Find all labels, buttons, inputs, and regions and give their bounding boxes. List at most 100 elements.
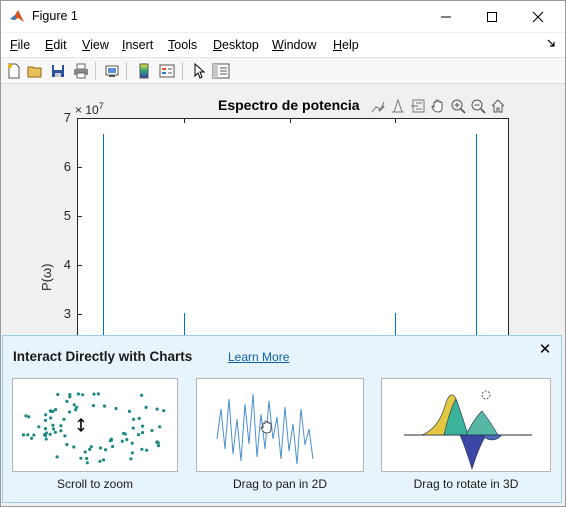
- y-tick-mark: [78, 314, 82, 315]
- figure-toolbar: [1, 57, 565, 84]
- brush-icon[interactable]: [369, 97, 387, 115]
- scatter-dot: [150, 428, 154, 433]
- scatter-dot: [44, 437, 48, 441]
- scatter-dot: [140, 393, 144, 397]
- scatter-dot: [123, 432, 127, 436]
- legend-icon[interactable]: [157, 61, 177, 81]
- scatter-dot: [65, 399, 69, 403]
- y-tick-label: 3: [63, 306, 71, 321]
- home-icon[interactable]: [489, 97, 507, 115]
- scatter-dot: [43, 418, 48, 422]
- scatter-dot: [74, 408, 78, 412]
- scatter-dot: [48, 432, 52, 436]
- print-preview-icon[interactable]: [102, 61, 122, 81]
- zoom-out-icon[interactable]: [469, 97, 487, 115]
- scatter-dot: [59, 429, 63, 433]
- scatter-dot: [65, 443, 69, 447]
- menu-window[interactable]: Window: [272, 38, 317, 52]
- scatter-dot: [83, 450, 87, 454]
- x-tick-mark: [183, 119, 185, 123]
- scatter-dot: [155, 407, 159, 411]
- scatter-dot: [96, 392, 100, 396]
- print-icon[interactable]: [71, 61, 91, 81]
- axes-toolbar: [369, 97, 507, 115]
- new-figure-icon[interactable]: [4, 61, 24, 81]
- save-icon[interactable]: [48, 61, 68, 81]
- x-tick-mark: [289, 119, 291, 123]
- scroll-zoom-caption: Scroll to zoom: [56, 477, 134, 491]
- scatter-dot: [81, 393, 85, 397]
- menu-file[interactable]: File: [10, 38, 31, 52]
- scatter-dot: [137, 416, 141, 420]
- matlab-logo-icon: [9, 8, 25, 24]
- scatter-dot: [43, 433, 48, 438]
- scatter-dot: [75, 405, 79, 409]
- minimize-icon[interactable]: [423, 1, 469, 32]
- menu-edit[interactable]: Edit: [45, 38, 67, 52]
- scatter-dot: [104, 448, 108, 452]
- resize-cursor-icon: [77, 418, 85, 432]
- y-axis-label: P(ω): [39, 263, 54, 291]
- menu-tools[interactable]: Tools: [168, 38, 198, 52]
- scatter-dot: [102, 458, 106, 462]
- y-exponent-label: × 107: [75, 101, 104, 117]
- scatter-dot: [44, 431, 48, 435]
- scatter-dot: [111, 444, 115, 449]
- scatter-dot: [24, 414, 28, 418]
- scatter-dot: [72, 403, 76, 407]
- maximize-icon[interactable]: [469, 1, 515, 32]
- scatter-dot: [37, 425, 41, 429]
- property-inspector-icon[interactable]: [211, 61, 231, 81]
- export-icon[interactable]: [409, 97, 427, 115]
- rotate-3d-caption: Drag to rotate in 3D: [413, 477, 519, 491]
- scatter-dot: [127, 409, 132, 413]
- plot-area[interactable]: [77, 118, 509, 381]
- window-title: Figure 1: [32, 9, 78, 23]
- menu-help[interactable]: Help: [333, 38, 359, 52]
- colorbar-icon[interactable]: [134, 61, 154, 81]
- scatter-dot: [63, 434, 67, 438]
- scatter-dot: [132, 417, 136, 421]
- menu-desktop[interactable]: Desktop: [213, 38, 259, 52]
- scatter-dot: [43, 427, 48, 431]
- spectrum-peak: [475, 133, 477, 381]
- scatter-dot: [98, 446, 103, 450]
- menu-view[interactable]: View: [82, 38, 109, 52]
- zoom-in-icon[interactable]: [449, 97, 467, 115]
- scatter-dot: [120, 439, 124, 443]
- toolbar-separator: [95, 62, 96, 80]
- dock-arrow-icon[interactable]: [547, 39, 555, 50]
- scatter-dot: [141, 431, 145, 435]
- scatter-dot: [72, 445, 76, 449]
- y-tick-label: 7: [63, 110, 71, 125]
- data-tips-icon[interactable]: [389, 97, 407, 115]
- learn-more-link[interactable]: Learn More: [228, 350, 290, 364]
- scatter-dot: [49, 416, 53, 420]
- y-tick-mark: [78, 265, 82, 266]
- y-tick-label: 5: [63, 208, 71, 223]
- y-tick-label: 4: [63, 257, 71, 272]
- scatter-dot: [144, 405, 148, 409]
- scatter-dot: [51, 427, 56, 431]
- scatter-dot: [53, 430, 58, 434]
- y-tick-mark: [78, 118, 82, 119]
- scatter-dot: [32, 433, 36, 437]
- pan-icon[interactable]: [429, 97, 447, 115]
- scatter-dot: [114, 406, 118, 411]
- open-file-icon[interactable]: [25, 61, 45, 81]
- scatter-dot: [102, 404, 107, 408]
- scatter-dot: [158, 425, 162, 429]
- pan-2d-illustration: [196, 378, 364, 472]
- scatter-dot: [55, 455, 59, 459]
- menu-insert[interactable]: Insert: [122, 38, 154, 52]
- close-icon[interactable]: [515, 1, 561, 32]
- scatter-dot: [156, 444, 161, 448]
- edit-plot-icon[interactable]: [189, 61, 209, 81]
- y-tick-mark: [78, 167, 82, 168]
- scatter-dot: [85, 456, 89, 461]
- spectrum-peak: [102, 133, 104, 381]
- toolbar-separator: [126, 62, 127, 80]
- close-icon[interactable]: ✕: [538, 341, 552, 358]
- scatter-dot: [48, 409, 53, 413]
